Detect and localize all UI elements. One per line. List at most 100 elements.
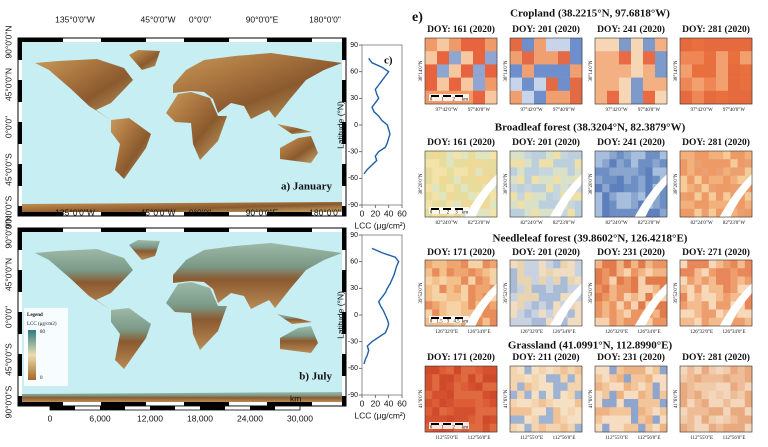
image-pixel bbox=[631, 208, 639, 218]
image-pixel bbox=[546, 159, 554, 168]
image-pixel bbox=[489, 167, 498, 177]
image-pixel bbox=[553, 167, 561, 177]
image-pixel bbox=[723, 284, 731, 294]
image-pixel bbox=[439, 260, 447, 269]
y-tick-label: 0 bbox=[354, 122, 358, 129]
image-pixel bbox=[687, 293, 695, 302]
image-pixel bbox=[694, 423, 702, 433]
image-pixel bbox=[446, 415, 455, 425]
image-pixel bbox=[609, 151, 617, 160]
image-pixel bbox=[553, 390, 561, 400]
image-pixel bbox=[716, 184, 724, 193]
image-pixel bbox=[531, 175, 540, 185]
image-pixel bbox=[538, 374, 547, 383]
image-pixel bbox=[616, 309, 625, 319]
image-pixel bbox=[716, 284, 724, 294]
image-pixel bbox=[446, 407, 455, 416]
image-pixel bbox=[482, 366, 491, 375]
image-pixel bbox=[534, 38, 547, 52]
image-pixel bbox=[510, 51, 523, 65]
x-axis-label: LCC (μg/cm²) bbox=[354, 220, 405, 230]
image-pixel bbox=[659, 399, 668, 408]
image-pixel bbox=[546, 90, 559, 105]
image-pixel bbox=[475, 260, 483, 269]
image-pixel bbox=[631, 301, 639, 310]
image-pixel bbox=[510, 309, 518, 319]
image-pixel bbox=[716, 260, 724, 269]
image-pixel bbox=[489, 423, 498, 433]
image-pixel bbox=[595, 175, 603, 185]
image-pixel bbox=[744, 317, 753, 327]
image-pixel bbox=[616, 390, 625, 400]
image-scale-label: 1 bbox=[441, 98, 444, 103]
image-pixel bbox=[531, 208, 540, 218]
image-pixel bbox=[609, 284, 617, 294]
doy-label: DOY: 241 (2020) bbox=[597, 24, 665, 35]
image-pixel bbox=[716, 317, 724, 327]
image-frame bbox=[679, 37, 753, 105]
image-pixel bbox=[687, 268, 695, 277]
image-pixel bbox=[631, 276, 639, 286]
image-pixel bbox=[680, 64, 693, 78]
image-pixel bbox=[638, 293, 646, 302]
image-pixel bbox=[609, 309, 617, 319]
doy-label: DOY: 201 (2020) bbox=[512, 247, 580, 258]
image-pixel bbox=[728, 77, 741, 92]
image-pixel bbox=[485, 90, 498, 105]
image-pixel bbox=[437, 51, 450, 65]
image-pixel bbox=[744, 366, 753, 375]
image-pixel bbox=[524, 268, 532, 277]
image-lon-label: 112°56'0"E bbox=[638, 436, 661, 441]
image-pixel bbox=[708, 276, 717, 286]
image-pixel bbox=[694, 407, 702, 416]
image-pixel bbox=[638, 167, 646, 177]
image-scale-bar bbox=[429, 422, 469, 429]
image-pixel bbox=[538, 317, 547, 327]
image-pixel bbox=[595, 399, 603, 408]
longitude-label: 90°0'0"E bbox=[246, 207, 279, 217]
image-pixel bbox=[687, 317, 695, 327]
image-pixel bbox=[623, 293, 632, 302]
image-pixel bbox=[643, 90, 656, 105]
image-pixel bbox=[730, 159, 738, 168]
image-pixel bbox=[737, 167, 746, 177]
image-pixel bbox=[531, 309, 540, 319]
image-pixel bbox=[737, 415, 746, 425]
image-pixel bbox=[701, 159, 710, 168]
image-pixel bbox=[680, 167, 688, 177]
image-pixel bbox=[531, 284, 540, 294]
image-pixel bbox=[468, 192, 476, 201]
image-pixel bbox=[567, 175, 576, 185]
image-pixel bbox=[623, 301, 632, 310]
image-pixel bbox=[489, 415, 498, 425]
image-pixel bbox=[737, 284, 746, 294]
image-pixel bbox=[723, 276, 731, 286]
y-tick-label: -90 bbox=[348, 202, 358, 209]
image-pixel bbox=[631, 51, 644, 65]
image-lat-label: 41°6'0"N bbox=[674, 389, 679, 408]
image-pixel bbox=[619, 77, 632, 92]
image-pixel bbox=[728, 51, 741, 65]
image-pixel bbox=[461, 260, 469, 269]
image-pixel bbox=[553, 293, 561, 302]
image-pixel bbox=[737, 407, 746, 416]
image-pixel bbox=[716, 415, 724, 425]
image-pixel bbox=[560, 159, 568, 168]
image-pixel bbox=[489, 260, 498, 269]
image-pixel bbox=[482, 208, 491, 218]
image-pixel bbox=[659, 423, 668, 433]
image-pixel bbox=[574, 167, 583, 177]
image-lat-label: 38°14'0"N bbox=[674, 60, 679, 81]
image-pixel bbox=[645, 407, 653, 416]
image-pixel bbox=[623, 200, 632, 210]
image-pixel bbox=[701, 260, 710, 269]
image-pixel bbox=[482, 159, 491, 168]
image-pixel bbox=[609, 192, 617, 201]
image-pixel bbox=[567, 260, 576, 269]
image-pixel bbox=[425, 317, 433, 327]
image-pixel bbox=[475, 184, 483, 193]
image-scale-label: 4.5 bbox=[453, 320, 460, 325]
image-pixel bbox=[558, 90, 571, 105]
image-pixel bbox=[538, 284, 547, 294]
image-pixel bbox=[652, 276, 661, 286]
